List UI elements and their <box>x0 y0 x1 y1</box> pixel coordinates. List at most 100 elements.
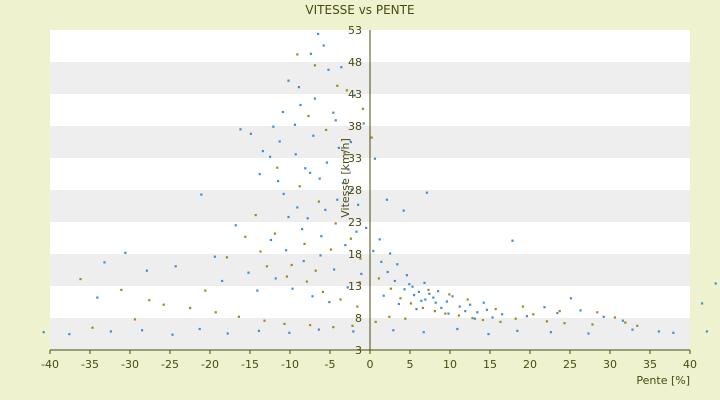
data-point <box>373 157 376 160</box>
data-point <box>244 235 247 238</box>
data-point <box>482 301 485 304</box>
data-point <box>339 298 342 301</box>
data-point <box>420 299 423 302</box>
data-point <box>124 251 127 254</box>
data-point <box>226 332 229 335</box>
data-point <box>269 155 272 158</box>
data-point <box>701 302 704 305</box>
data-point <box>353 94 356 97</box>
data-point <box>162 303 165 306</box>
data-point <box>79 278 82 281</box>
data-point <box>631 328 634 331</box>
data-point <box>361 107 364 110</box>
y-axis-title: Vitesse [km/h] <box>339 138 352 218</box>
data-point <box>409 302 412 305</box>
data-point <box>352 330 355 333</box>
x-tick-label: -10 <box>281 358 299 371</box>
data-point <box>511 239 514 242</box>
data-point <box>254 214 257 217</box>
data-point <box>423 281 426 284</box>
data-point <box>296 53 299 56</box>
data-point <box>237 315 240 318</box>
data-point <box>469 303 472 306</box>
x-tick-label: -30 <box>121 358 139 371</box>
data-point <box>312 134 315 137</box>
data-point <box>558 310 561 313</box>
data-point <box>299 103 302 107</box>
data-point <box>261 150 264 153</box>
data-point <box>501 313 504 316</box>
data-point <box>291 287 294 290</box>
x-tick-label: 25 <box>563 358 577 371</box>
data-point <box>272 125 275 128</box>
chart-title: VITESSE vs PENTE <box>305 3 414 17</box>
data-point <box>448 293 451 296</box>
y-tick-label: 13 <box>348 280 362 293</box>
data-point <box>413 294 416 297</box>
data-point <box>283 322 286 325</box>
y-tick-label: 33 <box>348 152 362 165</box>
data-point <box>324 208 327 211</box>
data-point <box>96 296 99 299</box>
data-point <box>359 257 362 260</box>
data-point <box>494 308 497 311</box>
data-point <box>325 161 328 164</box>
data-point <box>334 222 337 225</box>
data-point <box>341 182 344 185</box>
data-point <box>320 235 323 238</box>
data-point <box>317 328 320 331</box>
data-point <box>360 272 363 275</box>
data-point <box>378 238 381 241</box>
data-point <box>556 311 559 315</box>
data-point <box>285 249 288 252</box>
data-point <box>109 330 112 333</box>
data-point <box>277 180 280 183</box>
data-point <box>349 141 352 144</box>
data-point <box>321 290 324 293</box>
data-point <box>491 316 494 319</box>
data-point <box>464 310 467 313</box>
data-point <box>377 277 380 280</box>
data-point <box>120 288 123 291</box>
data-point <box>476 311 479 314</box>
data-point <box>258 173 261 176</box>
data-point <box>296 206 299 209</box>
y-tick-label: 8 <box>355 312 362 325</box>
data-point <box>393 279 396 283</box>
data-point <box>344 244 347 247</box>
data-point <box>434 301 437 304</box>
data-point <box>521 305 524 308</box>
data-point <box>325 128 328 131</box>
data-point <box>200 193 203 196</box>
data-point <box>385 198 388 201</box>
data-point <box>471 317 474 320</box>
y-tick-label: 43 <box>348 88 362 101</box>
data-point <box>545 320 548 323</box>
data-point <box>290 263 293 267</box>
data-point <box>473 317 476 320</box>
data-point <box>587 332 590 335</box>
data-point <box>189 306 192 309</box>
x-tick-label: 5 <box>407 358 414 371</box>
data-point <box>309 324 312 327</box>
data-point <box>714 282 717 285</box>
data-point <box>349 237 352 240</box>
data-point <box>303 242 306 245</box>
data-point <box>204 289 207 292</box>
data-point <box>346 286 349 289</box>
data-point <box>311 295 314 298</box>
data-point <box>417 290 420 293</box>
data-point <box>314 269 317 272</box>
y-tick-label: 53 <box>348 24 362 37</box>
data-point <box>171 333 174 336</box>
data-point <box>269 238 272 242</box>
x-tick-label: -40 <box>41 358 59 371</box>
x-tick-label: -15 <box>241 358 259 371</box>
data-point <box>302 260 305 263</box>
data-point <box>285 275 288 278</box>
data-point <box>297 86 300 89</box>
data-point <box>274 277 277 280</box>
data-point <box>332 326 335 329</box>
data-point <box>382 294 385 297</box>
data-point <box>433 310 436 313</box>
